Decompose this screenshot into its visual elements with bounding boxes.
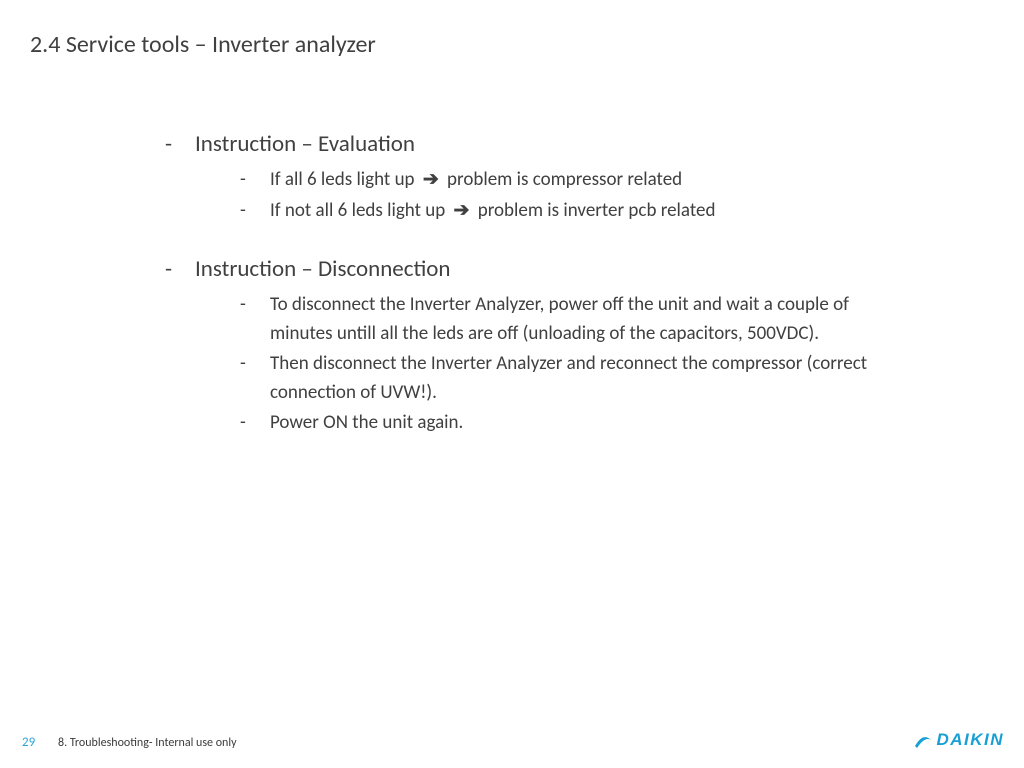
list-item: - To disconnect the Inverter Analyzer, p… <box>240 291 885 348</box>
sub-list-disconnection: - To disconnect the Inverter Analyzer, p… <box>240 291 885 438</box>
list-item: - If not all 6 leds light up ➔ problem i… <box>240 197 885 226</box>
bullet-dash: - <box>240 166 270 195</box>
arrow-icon: ➔ <box>454 197 470 226</box>
daikin-swoosh-icon <box>913 730 933 750</box>
heading-text: Instruction – Evaluation <box>195 130 415 158</box>
section-heading-evaluation: - Instruction – Evaluation <box>165 130 885 158</box>
item-text: If not all 6 leds light up ➔ problem is … <box>270 197 885 226</box>
footer-text: 8. Troubleshooting- Internal use only <box>58 736 237 750</box>
bullet-dash: - <box>165 255 195 283</box>
bullet-dash: - <box>240 409 270 438</box>
page-number: 29 <box>22 735 35 750</box>
slide-title: 2.4 Service tools – Inverter analyzer <box>30 30 376 59</box>
list-item: - Then disconnect the Inverter Analyzer … <box>240 350 885 407</box>
item-text: To disconnect the Inverter Analyzer, pow… <box>270 291 885 348</box>
list-item: - Power ON the unit again. <box>240 409 885 438</box>
bullet-dash: - <box>165 130 195 158</box>
section-heading-disconnection: - Instruction – Disconnection <box>165 255 885 283</box>
list-item: - If all 6 leds light up ➔ problem is co… <box>240 166 885 195</box>
sub-list-evaluation: - If all 6 leds light up ➔ problem is co… <box>240 166 885 225</box>
bullet-dash: - <box>240 291 270 348</box>
item-text: Then disconnect the Inverter Analyzer an… <box>270 350 885 407</box>
slide-content: - Instruction – Evaluation - If all 6 le… <box>165 130 885 468</box>
daikin-logo: DAIKIN <box>913 730 1004 750</box>
bullet-dash: - <box>240 197 270 226</box>
logo-text: DAIKIN <box>936 730 1004 750</box>
heading-text: Instruction – Disconnection <box>195 255 450 283</box>
item-text: Power ON the unit again. <box>270 409 885 438</box>
item-text: If all 6 leds light up ➔ problem is comp… <box>270 166 885 195</box>
slide-footer: 29 8. Troubleshooting- Internal use only… <box>0 720 1024 750</box>
bullet-dash: - <box>240 350 270 407</box>
arrow-icon: ➔ <box>423 166 439 195</box>
